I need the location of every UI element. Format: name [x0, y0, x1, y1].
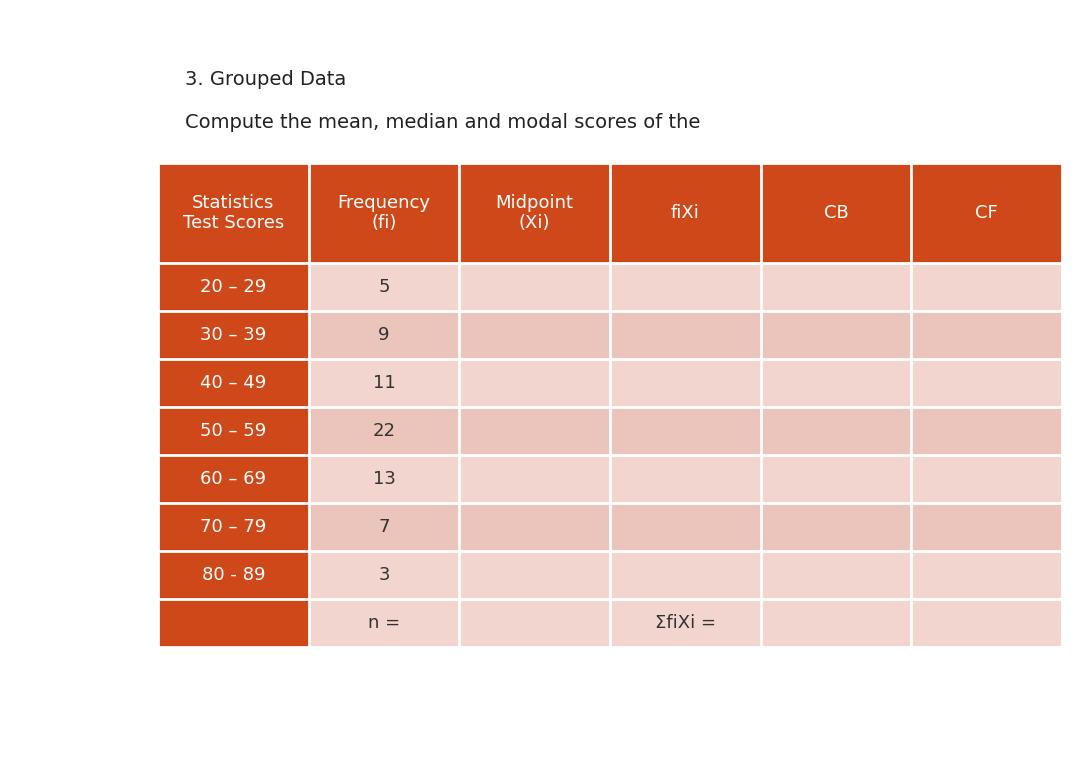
- Text: 40 – 49: 40 – 49: [200, 374, 267, 392]
- Bar: [459, 599, 610, 647]
- Text: 50 – 59: 50 – 59: [200, 422, 267, 440]
- Bar: [309, 503, 459, 551]
- Bar: [158, 311, 309, 359]
- Bar: [158, 407, 309, 455]
- Bar: [459, 359, 610, 407]
- Bar: [309, 359, 459, 407]
- Bar: [760, 455, 912, 503]
- Text: n =: n =: [368, 614, 400, 632]
- Bar: [610, 503, 760, 551]
- Text: fiXi: fiXi: [671, 204, 700, 222]
- Text: Compute the mean, median and modal scores of the: Compute the mean, median and modal score…: [185, 113, 700, 132]
- Text: 80 - 89: 80 - 89: [202, 566, 265, 584]
- Bar: [610, 311, 760, 359]
- Bar: [610, 163, 760, 263]
- Bar: [912, 455, 1062, 503]
- Text: 13: 13: [373, 470, 395, 488]
- Bar: [912, 599, 1062, 647]
- Bar: [309, 407, 459, 455]
- Bar: [610, 455, 760, 503]
- Bar: [912, 551, 1062, 599]
- Bar: [912, 359, 1062, 407]
- Text: 9: 9: [378, 326, 390, 344]
- Bar: [912, 311, 1062, 359]
- Bar: [760, 503, 912, 551]
- Bar: [459, 551, 610, 599]
- Bar: [760, 599, 912, 647]
- Text: 7: 7: [378, 518, 390, 536]
- Bar: [309, 455, 459, 503]
- Text: 3. Grouped Data: 3. Grouped Data: [185, 70, 347, 89]
- Bar: [309, 311, 459, 359]
- Bar: [610, 551, 760, 599]
- Bar: [760, 311, 912, 359]
- Bar: [158, 163, 309, 263]
- Bar: [912, 407, 1062, 455]
- Bar: [309, 263, 459, 311]
- Bar: [158, 455, 309, 503]
- Text: 3: 3: [378, 566, 390, 584]
- Text: 11: 11: [373, 374, 395, 392]
- Bar: [760, 551, 912, 599]
- Bar: [610, 359, 760, 407]
- Bar: [158, 551, 309, 599]
- Text: Midpoint
(Xi): Midpoint (Xi): [496, 194, 573, 232]
- Bar: [459, 311, 610, 359]
- Bar: [912, 163, 1062, 263]
- Bar: [760, 407, 912, 455]
- Bar: [309, 163, 459, 263]
- Text: 30 – 39: 30 – 39: [200, 326, 267, 344]
- Text: 22: 22: [373, 422, 395, 440]
- Bar: [912, 503, 1062, 551]
- Bar: [459, 503, 610, 551]
- Bar: [459, 263, 610, 311]
- Bar: [760, 359, 912, 407]
- Text: CB: CB: [824, 204, 849, 222]
- Bar: [158, 503, 309, 551]
- Text: 5: 5: [378, 278, 390, 296]
- Bar: [459, 163, 610, 263]
- Text: Statistics
Test Scores: Statistics Test Scores: [183, 194, 284, 232]
- Bar: [459, 407, 610, 455]
- Bar: [158, 599, 309, 647]
- Bar: [610, 407, 760, 455]
- Text: Frequency
(fi): Frequency (fi): [337, 194, 431, 232]
- Bar: [760, 263, 912, 311]
- Text: ΣfiXi =: ΣfiXi =: [654, 614, 716, 632]
- Text: CF: CF: [975, 204, 998, 222]
- Bar: [610, 263, 760, 311]
- Bar: [309, 599, 459, 647]
- Bar: [459, 455, 610, 503]
- Bar: [610, 599, 760, 647]
- Bar: [760, 163, 912, 263]
- Text: 20 – 29: 20 – 29: [200, 278, 267, 296]
- Bar: [158, 359, 309, 407]
- Text: 70 – 79: 70 – 79: [200, 518, 267, 536]
- Bar: [912, 263, 1062, 311]
- Bar: [158, 263, 309, 311]
- Text: 60 – 69: 60 – 69: [200, 470, 267, 488]
- Bar: [309, 551, 459, 599]
